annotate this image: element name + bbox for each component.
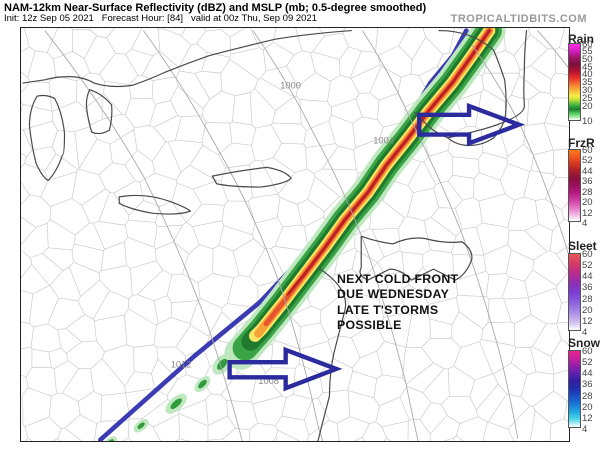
svg-text:1000: 1000 xyxy=(280,81,301,91)
svg-text:1004: 1004 xyxy=(373,135,394,145)
svg-text:1012: 1012 xyxy=(171,360,192,370)
